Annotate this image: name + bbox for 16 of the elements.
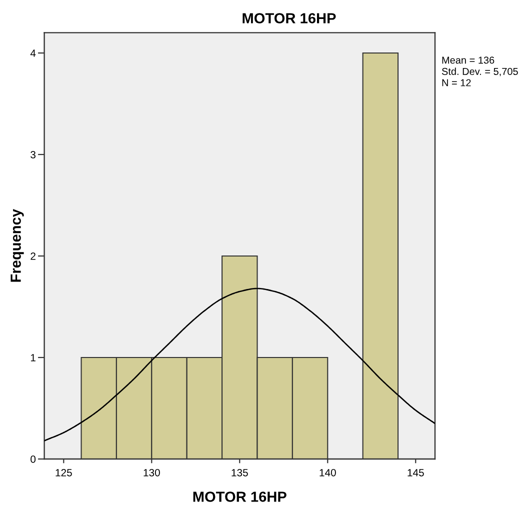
x-tick-label: 130 bbox=[144, 468, 160, 476]
x-tick-label: 145 bbox=[408, 469, 424, 476]
y-tick-label: 1 bbox=[30, 354, 36, 362]
y-tick-label: 3 bbox=[30, 151, 36, 158]
y-tick-label: 2 bbox=[30, 252, 36, 260]
y-axis-title: Frequency bbox=[10, 209, 24, 282]
x-tick-label: 140 bbox=[320, 468, 336, 476]
x-axis-title: MOTOR 16HP bbox=[193, 492, 286, 502]
x-tick-label: 125 bbox=[56, 468, 72, 476]
text: Std. Dev. = 5,705 bbox=[442, 68, 518, 76]
x-tick-label: 135 bbox=[232, 468, 248, 476]
y-tick-label: 4 bbox=[30, 50, 36, 57]
text: Mean = 136 bbox=[442, 56, 494, 64]
y-tick-label: 0 bbox=[30, 456, 36, 463]
chart-title: MOTOR 16HP bbox=[242, 13, 336, 24]
text: N = 12 bbox=[442, 79, 471, 86]
